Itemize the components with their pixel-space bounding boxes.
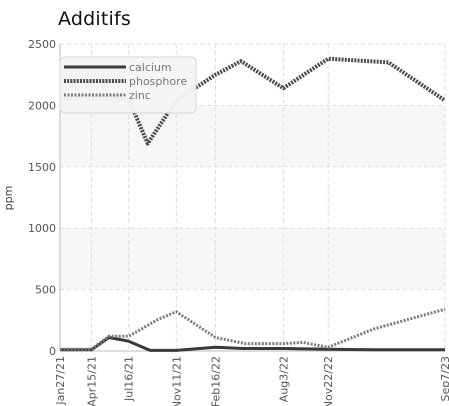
y-tick-labels: 0 500 1000 1500 2000 2500 (28, 38, 56, 358)
x-tick-label: Nov11/21 (170, 356, 183, 406)
x-tick-label: Apr15/21 (86, 356, 99, 406)
y-tick-label: 1500 (28, 161, 56, 174)
legend-box (59, 56, 197, 114)
x-tick-label: Nov22/22 (322, 356, 335, 406)
legend-label-calcium: calcium (129, 61, 172, 74)
y-axis-label: ppm (2, 186, 15, 211)
chart-title: Additifs (58, 8, 131, 30)
x-tick-labels: Jan27/21 Apr15/21 Jul16/21 Nov11/21 Feb16/22… (54, 356, 449, 406)
plot-bands (60, 105, 445, 290)
x-tick-label: Sep7/23 (439, 356, 449, 401)
series-line-zinc (60, 307, 446, 351)
y-tick-label: 1000 (28, 222, 56, 235)
legend-label-phosphore: phosphore (129, 75, 187, 88)
plot-band (60, 228, 445, 290)
y-tick-label: 500 (35, 284, 56, 297)
x-tick-label: Feb16/22 (210, 356, 223, 406)
plot-band (60, 105, 445, 167)
series-line-calcium (60, 336, 445, 352)
x-tick-label: Aug3/22 (277, 356, 290, 402)
legend-label-zinc: zinc (129, 89, 151, 102)
y-tick-label: 0 (49, 345, 56, 358)
y-tick-label: 2500 (28, 38, 56, 51)
y-tick-label: 2000 (28, 99, 56, 112)
x-tick-label: Jan27/21 (54, 356, 67, 406)
x-tick-label: Jul16/21 (123, 356, 136, 402)
